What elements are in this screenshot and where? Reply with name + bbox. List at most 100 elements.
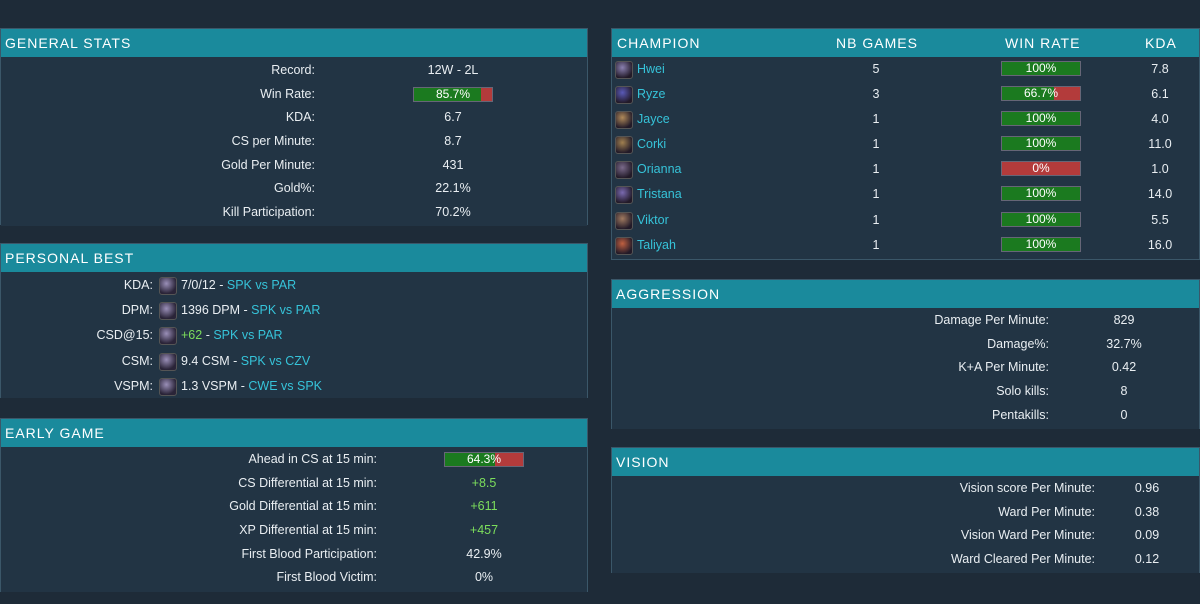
stat-label: Vision score Per Minute:	[959, 481, 1095, 495]
champion-portrait-icon	[615, 136, 633, 155]
winrate-value: 100%	[1025, 186, 1057, 201]
personal-best-body: KDA: 7/0/12 - SPK vs PAR DPM: 1396 DPM - SP…	[1, 272, 587, 398]
champion-row[interactable]: Jayce 1 100% 4.0	[612, 107, 1199, 132]
personal-best-row: CSM: 9.4 CSM - SPK vs CZV	[1, 349, 587, 374]
games-count: 1	[872, 237, 880, 252]
kda-column-header[interactable]: KDA	[1145, 35, 1177, 51]
champion-row[interactable]: Ryze 3 66.7% 6.1	[612, 82, 1199, 107]
winrate-bar: 100%	[1001, 211, 1081, 227]
vision-title: VISION	[612, 448, 1199, 476]
personal-best-stat: 7/0/12	[181, 278, 216, 292]
games-count: 1	[872, 187, 880, 202]
stat-row: First Blood Participation: 42.9%	[1, 543, 587, 567]
champion-portrait-icon	[159, 302, 177, 321]
match-link[interactable]: SPK vs PAR	[213, 328, 283, 343]
stat-value: 829	[1113, 313, 1135, 327]
champion-table-body: Hwei 5 100% 7.8 Ryze 3 66.7% 6.1 Jayce 1 100% 4.0 Co…	[612, 57, 1199, 259]
stat-value: 8.7	[444, 134, 462, 149]
personal-best-detail: 9.4 CSM - SPK vs CZV	[181, 354, 310, 368]
stat-row: CS Differential at 15 min: +8.5	[1, 472, 587, 496]
separator: -	[229, 353, 241, 368]
stat-label: KDA:	[285, 110, 315, 125]
personal-best-stat: 9.4 CSM	[181, 353, 230, 368]
kda-value: 7.8	[1151, 62, 1169, 76]
personal-best-label: CSD@15:	[96, 328, 153, 343]
winrate-bar-fill	[1002, 87, 1055, 101]
match-link[interactable]: SPK vs PAR	[226, 278, 297, 292]
stat-label: Gold%:	[274, 181, 315, 196]
personal-best-title: PERSONAL BEST	[1, 244, 587, 272]
champion-portrait-icon	[159, 352, 177, 371]
stat-label: Win Rate:	[260, 86, 315, 101]
winrate-value: 66.7%	[1023, 86, 1059, 101]
early-game-title: EARLY GAME	[1, 419, 587, 447]
match-link[interactable]: SPK vs CZV	[240, 353, 311, 368]
champion-row[interactable]: Orianna 1 0% 1.0	[612, 157, 1199, 182]
separator: -	[240, 303, 252, 318]
champion-portrait-icon	[615, 186, 633, 205]
stat-label: Record:	[271, 63, 315, 77]
winrate-value: 100%	[1025, 111, 1057, 126]
winrate-bar: 100%	[1001, 136, 1081, 152]
games-count: 5	[872, 62, 880, 76]
champion-portrait-icon	[159, 377, 177, 396]
stat-value: 0.96	[1134, 481, 1160, 495]
winrate-bar: 100%	[1001, 111, 1081, 127]
personal-best-row: KDA: 7/0/12 - SPK vs PAR	[1, 273, 587, 298]
stat-row: Damage%: 32.7%	[612, 333, 1199, 357]
champion-name-link[interactable]: Orianna	[637, 162, 682, 177]
champion-name-link[interactable]: Viktor	[637, 212, 669, 227]
champion-name-link[interactable]: Jayce	[637, 112, 670, 127]
stat-value: 12W - 2L	[427, 63, 479, 77]
champion-table-header: CHAMPION NB GAMES WIN RATE KDA	[612, 29, 1199, 57]
stat-label: Ahead in CS at 15 min:	[248, 452, 377, 466]
separator: -	[215, 278, 227, 292]
champion-panel: CHAMPION NB GAMES WIN RATE KDA Hwei 5 100%…	[611, 28, 1200, 260]
stat-row: Ahead in CS at 15 min: 64.3%	[1, 448, 587, 472]
match-link[interactable]: SPK vs PAR	[251, 303, 321, 318]
games-column-header[interactable]: NB GAMES	[836, 35, 918, 51]
kda-value: 11.0	[1148, 137, 1172, 152]
champion-name-link[interactable]: Ryze	[637, 87, 666, 102]
stat-row: Pentakills: 0	[612, 404, 1199, 428]
champion-portrait-icon	[615, 86, 633, 105]
champion-name-link[interactable]: Hwei	[637, 62, 665, 76]
stat-value: 70.2%	[435, 205, 471, 220]
stat-row: Record: 12W - 2L	[1, 59, 587, 83]
champion-row[interactable]: Corki 1 100% 11.0	[612, 132, 1199, 157]
champion-name-link[interactable]: Corki	[637, 137, 667, 152]
winrate-bar-fill	[1002, 212, 1080, 226]
winrate-bar: 66.7%	[1001, 86, 1081, 102]
stat-row: Win Rate: 85.7%	[1, 83, 587, 107]
champion-row[interactable]: Taliyah 1 100% 16.0	[612, 233, 1199, 258]
champion-row[interactable]: Hwei 5 100% 7.8	[612, 57, 1199, 82]
stat-row: Gold Differential at 15 min: +611	[1, 495, 587, 519]
games-count: 3	[872, 87, 880, 102]
stat-row: Gold Per Minute: 431	[1, 154, 587, 178]
stat-label: Pentakills:	[992, 407, 1049, 422]
champion-portrait-icon	[615, 111, 633, 130]
vision-panel: VISION Vision score Per Minute: 0.96 Ward …	[611, 447, 1200, 573]
stat-label: First Blood Participation:	[241, 546, 377, 561]
kda-value: 4.0	[1151, 112, 1169, 127]
stat-label: CS Differential at 15 min:	[238, 475, 377, 490]
stat-value: 0%	[474, 570, 494, 585]
champion-portrait-icon	[615, 236, 633, 255]
kda-value: 6.1	[1151, 87, 1169, 102]
stat-row: Ward Cleared Per Minute: 0.12	[612, 548, 1199, 572]
champion-name-link[interactable]: Tristana	[637, 187, 682, 202]
winrate-column-header[interactable]: WIN RATE	[1005, 35, 1081, 51]
stat-label: Gold Per Minute:	[221, 157, 315, 172]
champion-column-header[interactable]: CHAMPION	[617, 35, 701, 51]
champion-portrait-icon	[159, 327, 177, 346]
champion-name-link[interactable]: Taliyah	[637, 237, 676, 252]
stat-label: CS per Minute:	[231, 134, 315, 149]
progress-bar: 85.7%	[413, 86, 493, 102]
champion-row[interactable]: Tristana 1 100% 14.0	[612, 182, 1199, 207]
stat-label: Damage Per Minute:	[934, 313, 1049, 327]
match-link[interactable]: CWE vs SPK	[248, 378, 323, 393]
stat-row: KDA: 6.7	[1, 106, 587, 130]
general-stats-body: Record: 12W - 2L Win Rate: 85.7% KDA: 6.7 CS p…	[1, 57, 587, 226]
champion-row[interactable]: Viktor 1 100% 5.5	[612, 208, 1199, 233]
progress-bar-value: 64.3%	[466, 452, 502, 466]
